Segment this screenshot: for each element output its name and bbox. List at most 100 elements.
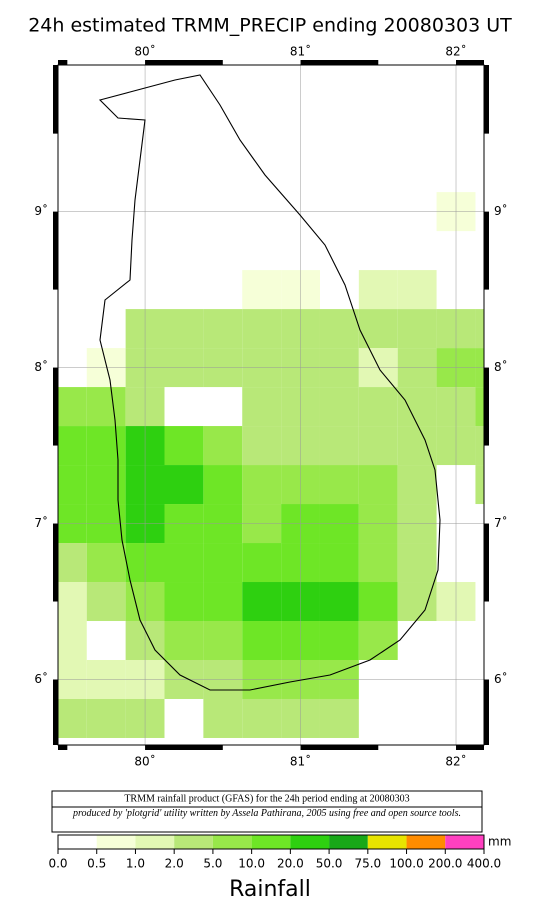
frame-bar	[484, 65, 489, 134]
graticule	[58, 65, 484, 745]
colorbar	[57, 834, 485, 854]
lat-label-left: 9˚	[34, 203, 48, 218]
colorbar-swatch	[329, 835, 368, 849]
frame-bar	[145, 60, 223, 65]
rain-cell	[164, 465, 204, 505]
colorbar-tick-label: 5.0	[203, 857, 222, 871]
colorbar-swatch	[58, 835, 97, 849]
footer-line2: produced by 'plotgrid' utility written b…	[73, 808, 461, 819]
rain-cell	[58, 543, 87, 583]
rain-cell	[358, 621, 398, 660]
rain-cell	[86, 582, 126, 622]
colorbar-tick-label: 10.0	[238, 857, 265, 871]
lon-label-top: 80˚	[134, 44, 155, 59]
colorbar-tick-label: 1.0	[126, 857, 145, 871]
rain-cell	[164, 543, 204, 583]
rain-cell	[358, 309, 398, 349]
rain-cell	[58, 426, 87, 466]
rain-cell	[164, 582, 204, 622]
rain-cell	[358, 387, 398, 427]
rain-cell	[86, 387, 126, 427]
footer-line1: TRMM rainfall product (GFAS) for the 24h…	[124, 793, 409, 804]
colorbar-tick-label: 100.0	[389, 857, 423, 871]
rain-cell	[242, 270, 282, 310]
rain-cell	[397, 387, 437, 427]
rain-cell	[475, 387, 484, 427]
lon-label-top: 81˚	[290, 44, 311, 59]
frame-bar	[456, 60, 484, 65]
colorbar-swatch	[212, 835, 252, 849]
frame-bar	[53, 65, 58, 134]
colorbar-tick-label: 2.0	[165, 857, 184, 871]
rain-cell	[242, 582, 282, 622]
colorbar-swatch	[445, 835, 484, 849]
rain-cell	[203, 698, 243, 738]
rain-cell	[475, 309, 484, 349]
colorbar-swatch	[251, 835, 291, 849]
lat-label-left: 8˚	[34, 359, 48, 374]
rain-cell	[242, 543, 282, 583]
colorbar-tick-label: 20.0	[277, 857, 304, 871]
rain-cell	[397, 309, 437, 349]
rain-cell	[397, 465, 437, 505]
rain-cell	[58, 465, 87, 505]
rain-cell	[358, 582, 398, 622]
map-frame	[53, 60, 489, 750]
frame-bar	[484, 679, 489, 745]
rain-cell	[358, 543, 398, 583]
colorbar-unit: mm	[488, 835, 511, 849]
frame-bar	[53, 211, 58, 290]
lat-label-left: 6˚	[34, 671, 48, 686]
frame-bar	[484, 211, 489, 290]
coastline	[98, 74, 441, 691]
colorbar-swatch	[367, 835, 407, 849]
colorbar-swatch	[135, 835, 175, 849]
colorbar-tick-label: 0.0	[48, 857, 67, 871]
lat-label-right: 6˚	[494, 671, 508, 686]
colorbar-tick-label: 0.5	[87, 857, 106, 871]
frame-bar	[58, 60, 68, 65]
lat-label-right: 8˚	[494, 359, 508, 374]
rain-cell	[397, 582, 437, 622]
rain-cell	[242, 387, 282, 427]
colorbar-tick-label: 50.0	[316, 857, 343, 871]
rain-cell	[397, 426, 437, 466]
rain-cell	[358, 465, 398, 505]
lat-label-right: 7˚	[494, 515, 508, 530]
rain-cell	[242, 621, 282, 660]
rain-cell	[319, 465, 359, 505]
colorbar-swatch	[174, 835, 213, 849]
rain-cell	[475, 465, 484, 505]
rain-cell	[319, 621, 359, 660]
map-title: 24h estimated TRMM_PRECIP ending 2008030…	[28, 15, 512, 37]
lat-label-left: 7˚	[34, 515, 48, 530]
lon-label-bottom: 82˚	[445, 754, 466, 769]
lat-label-right: 9˚	[494, 203, 508, 218]
frame-bar	[300, 60, 379, 65]
rain-cell	[319, 309, 359, 349]
rain-cell	[58, 387, 87, 427]
rain-cell	[319, 387, 359, 427]
colorbar-swatch	[290, 835, 330, 849]
lon-label-bottom: 81˚	[290, 754, 311, 769]
frame-bar	[53, 523, 58, 602]
rain-cell	[319, 426, 359, 466]
rain-cell	[58, 621, 87, 660]
frame-bar	[456, 745, 484, 750]
frame-bar	[145, 745, 223, 750]
colorbar-border	[57, 834, 485, 850]
rain-cell	[164, 309, 204, 349]
frame-bar	[58, 745, 68, 750]
frame-bar	[53, 367, 58, 446]
rain-cell	[164, 621, 204, 660]
rain-cell	[475, 426, 484, 466]
rain-cell	[242, 465, 282, 505]
rain-cell	[86, 543, 126, 583]
rain-cell	[86, 698, 126, 738]
rain-cell	[242, 426, 282, 466]
frame-bar	[53, 679, 58, 745]
colorbar-swatch	[406, 835, 446, 849]
rain-cell	[203, 621, 243, 660]
frame-bar	[300, 745, 379, 750]
